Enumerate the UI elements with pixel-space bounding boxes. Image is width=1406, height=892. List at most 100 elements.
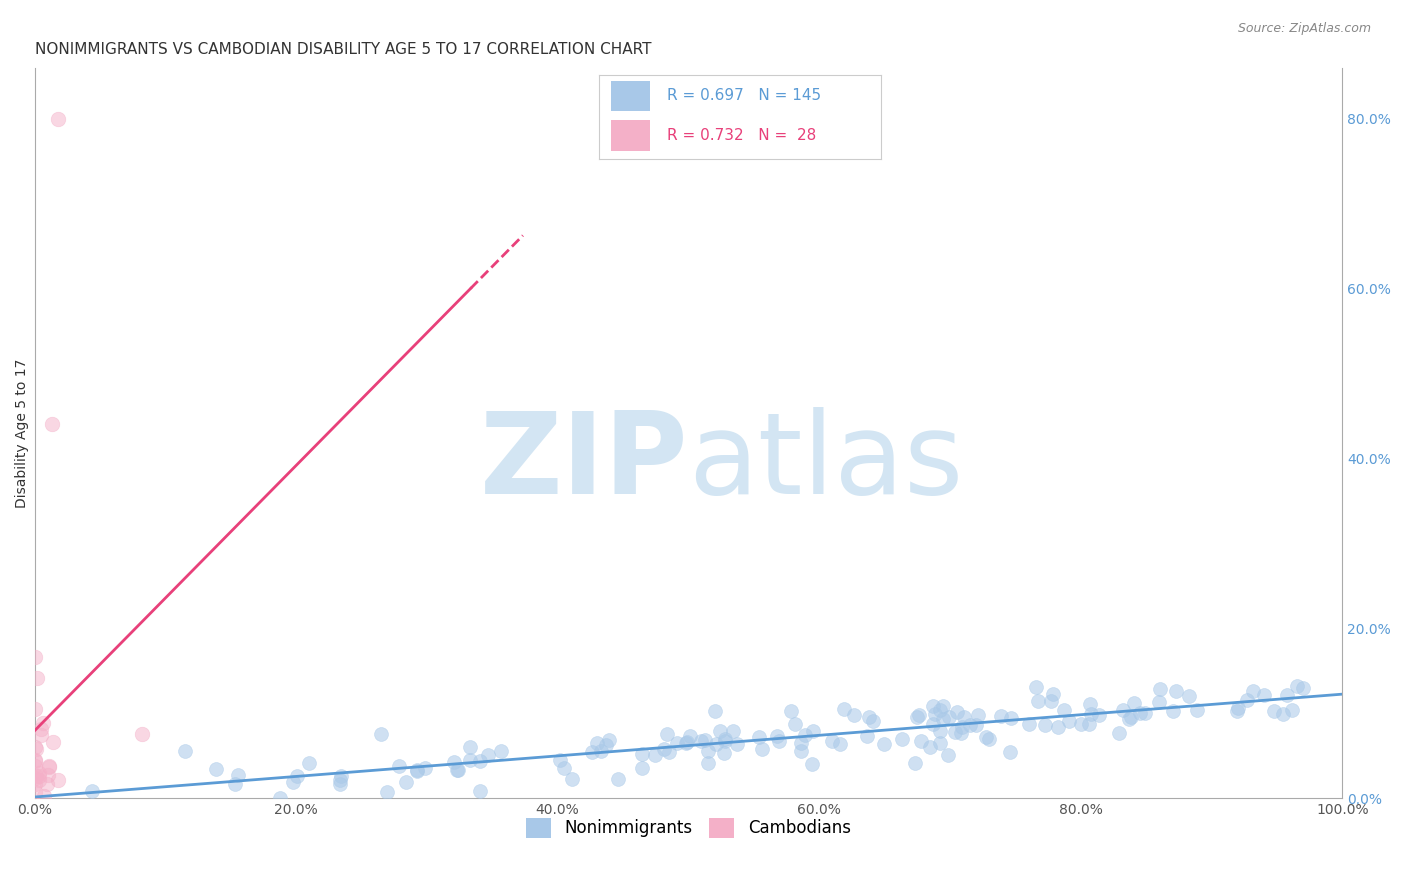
Point	[910, 733, 932, 747]
Point	[1035, 718, 1057, 732]
Point	[873, 737, 896, 751]
Point	[967, 708, 990, 723]
Point	[921, 716, 943, 731]
Point	[938, 710, 960, 724]
Point	[655, 727, 678, 741]
Point	[1119, 710, 1142, 724]
Point	[41, 417, 63, 432]
Point	[858, 710, 880, 724]
Point	[801, 756, 824, 771]
Point	[1227, 701, 1250, 715]
Point	[1080, 697, 1102, 711]
Point	[965, 718, 987, 732]
Point	[1000, 711, 1022, 725]
Point	[704, 704, 727, 718]
Point	[890, 732, 912, 747]
Point	[30, 722, 52, 736]
Point	[920, 739, 942, 754]
Point	[904, 756, 927, 770]
Point	[330, 769, 353, 783]
Point	[953, 709, 976, 723]
Point	[766, 729, 789, 743]
Point	[35, 777, 58, 791]
Text: atlas: atlas	[689, 407, 963, 517]
Point	[1241, 683, 1264, 698]
Point	[395, 775, 418, 789]
Point	[696, 756, 718, 771]
Point	[928, 703, 950, 717]
Point	[447, 764, 470, 778]
Point	[1281, 703, 1303, 717]
Point	[696, 743, 718, 757]
Point	[606, 772, 628, 787]
Point	[446, 764, 468, 778]
Point	[1285, 679, 1308, 693]
Point	[1070, 717, 1092, 731]
Point	[834, 702, 856, 716]
Point	[226, 768, 249, 782]
Point	[24, 740, 46, 755]
Point	[37, 768, 59, 782]
Point	[790, 736, 813, 750]
Point	[644, 748, 666, 763]
Point	[950, 726, 973, 740]
Point	[821, 734, 844, 748]
Point	[713, 747, 735, 761]
Point	[1253, 688, 1275, 702]
Point	[679, 729, 702, 743]
Point	[468, 784, 491, 798]
Point	[24, 702, 46, 716]
Point	[581, 744, 603, 758]
Point	[443, 755, 465, 769]
Point	[174, 744, 197, 758]
Point	[285, 769, 308, 783]
Point	[856, 729, 879, 743]
Point	[748, 730, 770, 744]
Point	[990, 709, 1012, 723]
Point	[713, 732, 735, 747]
Point	[406, 763, 429, 777]
Point	[932, 712, 955, 726]
Point	[693, 732, 716, 747]
Point	[704, 738, 727, 752]
Point	[25, 770, 48, 784]
Point	[1149, 681, 1171, 696]
Point	[1177, 689, 1199, 703]
Point	[591, 744, 613, 758]
Point	[1236, 692, 1258, 706]
Point	[751, 742, 773, 756]
Point	[370, 727, 392, 741]
Point	[1018, 717, 1040, 731]
Point	[548, 753, 571, 767]
Point	[1025, 681, 1047, 695]
Point	[1226, 704, 1249, 718]
Point	[932, 699, 955, 714]
Point	[224, 777, 246, 791]
Point	[862, 714, 884, 728]
Point	[1292, 681, 1315, 695]
Point	[1057, 714, 1080, 729]
Point	[27, 765, 49, 780]
Point	[24, 753, 46, 767]
Point	[489, 744, 512, 758]
Point	[24, 649, 46, 664]
Point	[936, 747, 959, 762]
Point	[1149, 695, 1171, 709]
Point	[1080, 706, 1102, 721]
Point	[595, 738, 617, 752]
Point	[631, 761, 654, 775]
Point	[24, 758, 46, 772]
Point	[658, 745, 681, 759]
Point	[1135, 706, 1157, 721]
Point	[388, 758, 411, 772]
Point	[24, 785, 46, 799]
Point	[630, 747, 652, 762]
Point	[329, 773, 352, 788]
Point	[794, 728, 817, 742]
Point	[131, 727, 153, 741]
Point	[801, 723, 824, 738]
Point	[24, 755, 46, 769]
Point	[905, 710, 928, 724]
Point	[561, 772, 583, 786]
Point	[28, 769, 51, 783]
